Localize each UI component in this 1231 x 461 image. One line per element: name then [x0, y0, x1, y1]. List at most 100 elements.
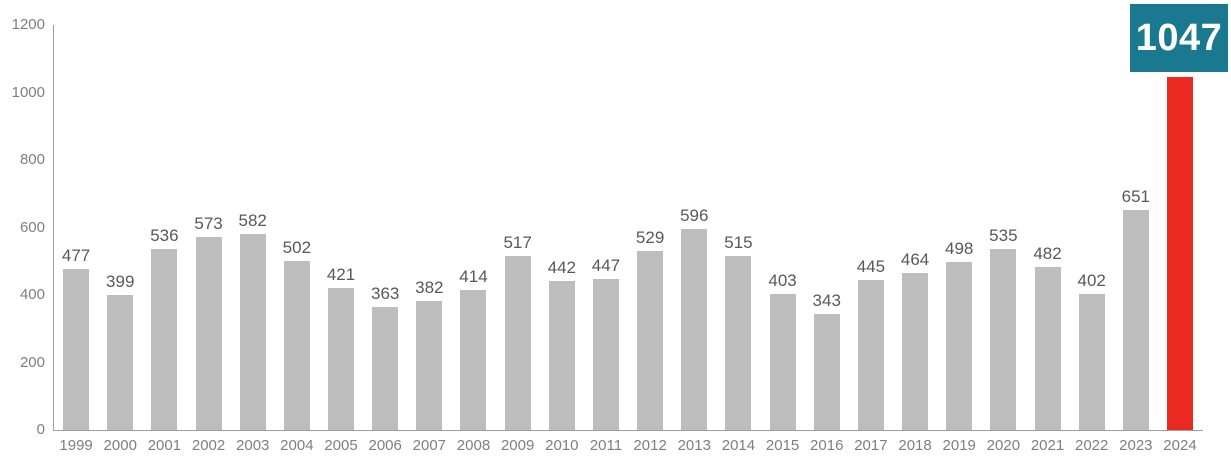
bar-value-label: 482 [1033, 244, 1062, 263]
bar-value-label: 414 [459, 267, 488, 286]
bar-value-label: 343 [812, 291, 841, 310]
x-axis-tick-label: 2020 [986, 437, 1021, 454]
bar-column-2020: 535 [981, 25, 1025, 430]
bar-column-2012: 529 [628, 25, 672, 430]
x-axis-tick-label: 2008 [456, 437, 491, 454]
y-axis-line [53, 25, 54, 430]
bar-column-2000: 399 [98, 25, 142, 430]
x-axis-tick-label: 2017 [854, 437, 888, 454]
bar-column-2011: 447 [584, 25, 628, 430]
bar-1999 [63, 269, 90, 430]
bar-value-label: 651 [1121, 187, 1151, 206]
bar-2017 [857, 280, 884, 430]
bar-value-label: 535 [989, 226, 1018, 245]
bar-value-label: 536 [150, 226, 179, 245]
bar-2013 [681, 229, 708, 430]
bar-value-label: 573 [194, 214, 223, 233]
x-axis-tick-label: 2016 [810, 437, 844, 454]
bar-2011 [592, 279, 619, 430]
x-axis-tick-label: 2023 [1119, 437, 1153, 454]
bar-value-label: 498 [945, 239, 974, 258]
x-axis-tick-label: 2010 [545, 437, 579, 454]
bar-2008 [460, 290, 487, 430]
bar-value-label: 442 [547, 258, 576, 277]
x-axis-tick-label: 2001 [147, 437, 182, 454]
x-axis-tick-label: 2019 [942, 437, 976, 454]
x-axis-tick-label: 1999 [59, 437, 93, 454]
bar-value-label: 502 [282, 238, 312, 257]
bar-2002 [195, 237, 222, 430]
bar-column-2015: 403 [761, 25, 805, 430]
bar-2006 [372, 307, 399, 430]
y-axis-tick-label: 1200 [11, 16, 45, 33]
x-axis-tick-label: 2009 [500, 437, 535, 454]
bar-value-label: 529 [635, 228, 665, 247]
bar-2000 [107, 295, 134, 430]
bar-value-label: 403 [768, 271, 797, 290]
bar-2022 [1078, 294, 1105, 430]
bar-column-2005: 421 [319, 25, 363, 430]
bar-column-2008: 414 [451, 25, 495, 430]
bar-2005 [328, 288, 355, 430]
x-axis-tick-label: 2006 [368, 437, 402, 454]
x-axis-tick-label: 2018 [898, 437, 932, 454]
bar-2007 [416, 301, 443, 430]
bar-value-label: 363 [370, 284, 400, 303]
bar-value-label: 582 [238, 211, 267, 230]
bar-value-label: 402 [1077, 271, 1106, 290]
x-axis-tick-label: 2002 [191, 437, 226, 454]
bar-2018 [902, 273, 929, 430]
bar-2021 [1034, 267, 1061, 430]
y-axis-tick-label: 800 [19, 151, 45, 168]
bar-column-2001: 536 [142, 25, 186, 430]
x-axis-tick-label: 2014 [721, 437, 756, 454]
bar-column-2016: 343 [805, 25, 849, 430]
bar-2003 [239, 234, 266, 430]
bar-column-2006: 363 [363, 25, 407, 430]
bar-value-label: 477 [61, 246, 91, 265]
bar-value-label: 399 [106, 272, 135, 291]
bar-2004 [283, 261, 310, 430]
bar-column-1999: 477 [54, 25, 98, 430]
bar-value-label: 382 [415, 278, 444, 297]
y-axis-tick-label: 0 [36, 421, 45, 438]
bar-value-label: 445 [856, 257, 886, 276]
bar-column-2017: 445 [849, 25, 893, 430]
x-axis-tick-label: 2005 [324, 437, 358, 454]
bar-column-2004: 502 [275, 25, 319, 430]
x-axis-labels: 1999 2000 2001 2002 2003 2004 2005 2006 2007 2008… [54, 437, 1202, 455]
x-axis-tick-label: 2004 [280, 437, 314, 454]
bar-2012 [637, 251, 664, 430]
x-axis-tick-label: 2000 [103, 437, 137, 454]
bar-column-2022: 402 [1070, 25, 1114, 430]
bar-2023 [1122, 210, 1149, 430]
bar-column-2018: 464 [893, 25, 937, 430]
x-axis-tick-label: 2012 [633, 437, 667, 454]
x-axis-tick-label: 2013 [677, 437, 711, 454]
bar-column-2021: 482 [1025, 25, 1069, 430]
bar-2015 [769, 294, 796, 430]
x-axis-tick-label: 2024 [1163, 437, 1197, 454]
bar-column-2019: 498 [937, 25, 981, 430]
bar-2001 [151, 249, 178, 430]
y-axis-tick-label: 200 [19, 353, 45, 371]
bar-value-label: 596 [680, 206, 709, 225]
bar-column-2010: 442 [540, 25, 584, 430]
bar-2020 [990, 249, 1017, 430]
x-axis-tick-label: 2015 [765, 437, 800, 454]
bars: 477 399 536 573 582 502 421 363 382 414 517 442 447 5… [54, 25, 1202, 430]
bar-2014 [725, 256, 752, 430]
bar-value-label: 447 [591, 256, 621, 275]
x-axis-tick-label: 2011 [589, 437, 623, 454]
bar-2009 [504, 256, 531, 430]
bar-2019 [946, 262, 973, 430]
x-axis-tick-label: 2022 [1074, 437, 1109, 454]
bar-column-2003: 582 [231, 25, 275, 430]
y-axis-tick-label: 600 [19, 218, 45, 236]
highlight-bar-2024 [1166, 77, 1193, 430]
bar-column-2023: 651 [1114, 25, 1158, 430]
highlight-callout: 1047 [1130, 4, 1228, 72]
bar-column-2014: 515 [716, 25, 760, 430]
x-axis-tick-label: 2007 [412, 437, 447, 454]
